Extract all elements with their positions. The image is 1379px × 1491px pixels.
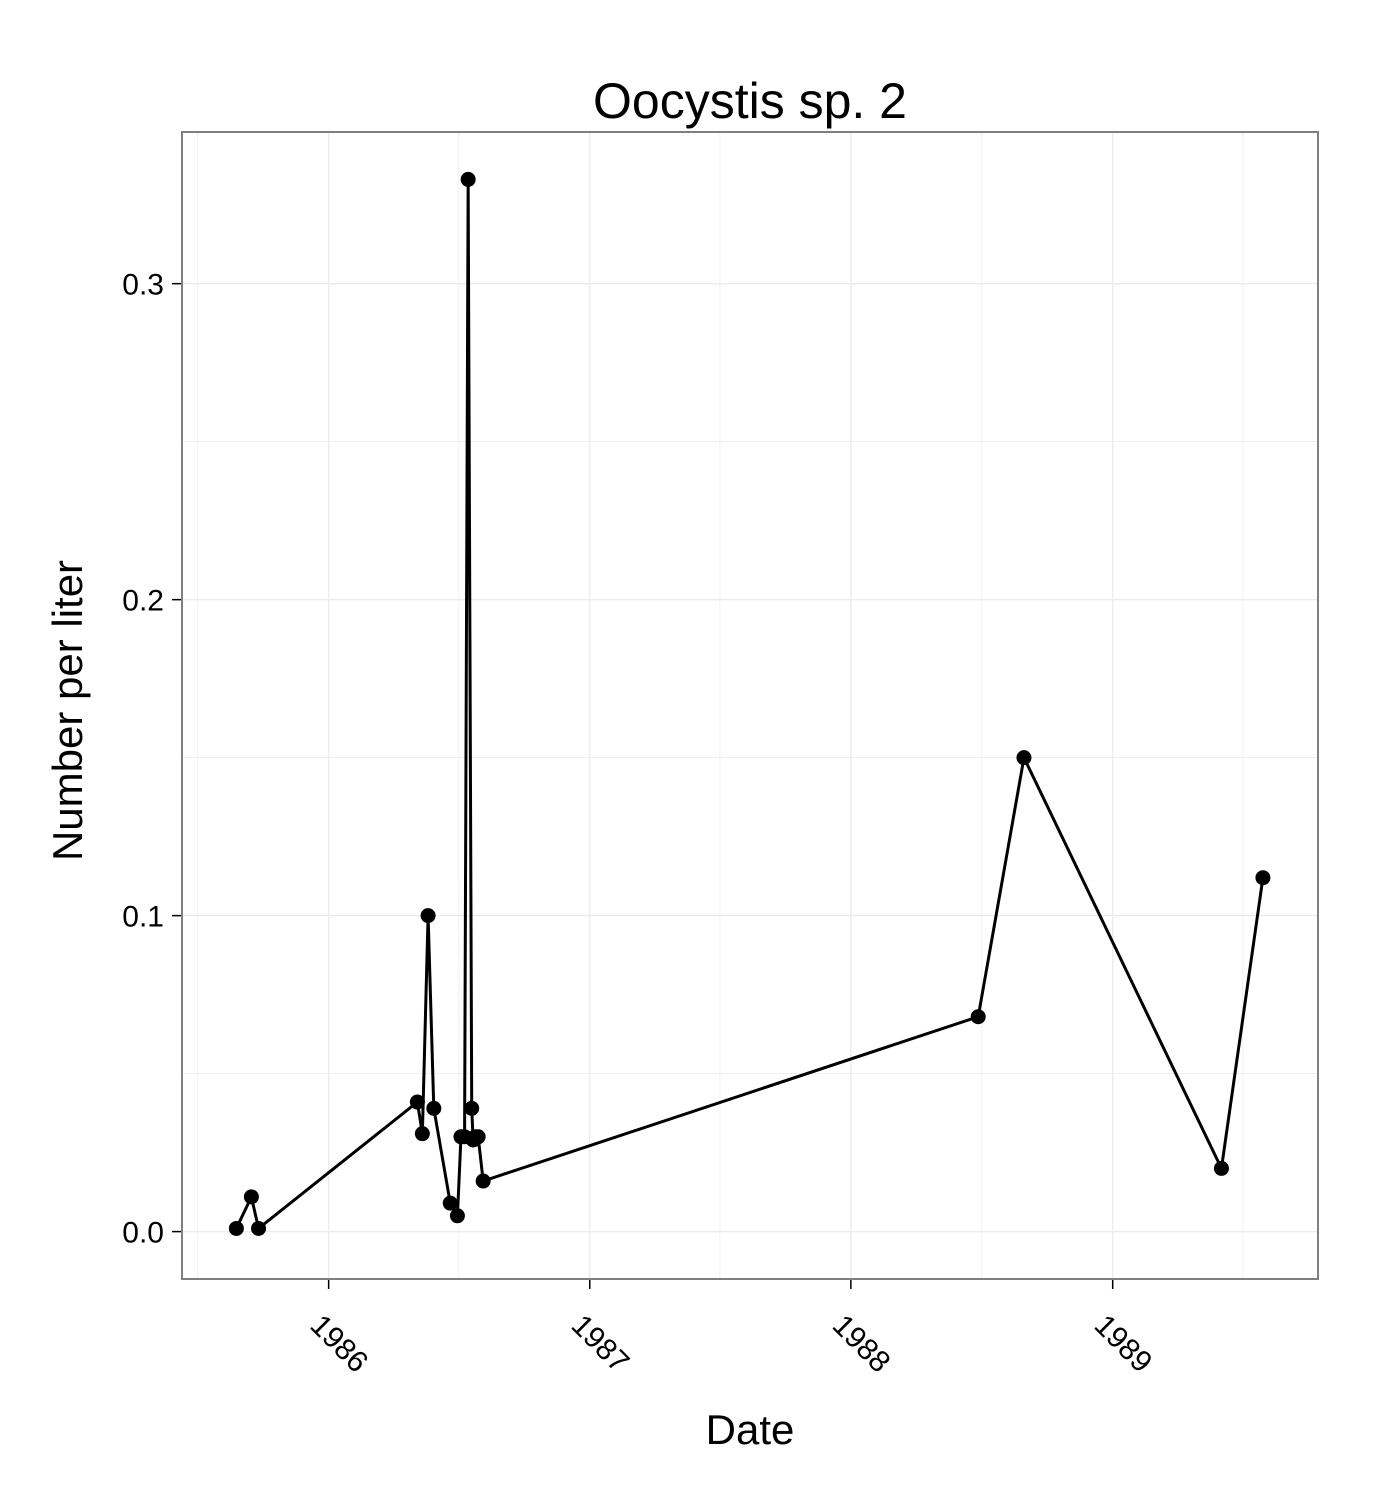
series-layer [228, 171, 1271, 1236]
data-point [409, 1094, 425, 1110]
data-point [475, 1173, 491, 1189]
data-point [251, 1220, 267, 1236]
data-point [420, 908, 436, 924]
data-point [460, 171, 476, 187]
data-point [414, 1126, 430, 1142]
y-tick-label: 0.2 [122, 585, 164, 618]
y-axis: 0.0 0.1 0.2 0.3 [122, 269, 182, 1250]
data-point [1213, 1160, 1229, 1176]
data-point [470, 1129, 486, 1145]
x-axis: 1986 1987 1988 1989 [304, 1279, 1159, 1380]
y-tick-label: 0.1 [122, 901, 164, 934]
x-tick-label: 1987 [565, 1309, 636, 1380]
data-point [243, 1189, 259, 1205]
y-tick-label: 0.3 [122, 269, 164, 302]
chart-title: Oocystis sp. 2 [593, 73, 907, 129]
data-point [464, 1100, 480, 1116]
data-point [449, 1208, 465, 1224]
y-tick-label: 0.0 [122, 1217, 164, 1250]
plot-panel-border [181, 131, 1319, 1280]
data-point [228, 1220, 244, 1236]
x-axis-title: Date [706, 1406, 795, 1453]
data-point [442, 1195, 458, 1211]
data-point [1016, 750, 1032, 766]
series-line [235, 177, 1265, 1230]
y-axis-title: Number per liter [44, 560, 91, 861]
minor-gridlines [182, 132, 1318, 1279]
data-point [426, 1100, 442, 1116]
x-tick-label: 1988 [826, 1309, 897, 1380]
x-tick-label: 1989 [1088, 1309, 1159, 1380]
data-point [1255, 870, 1271, 886]
data-point [970, 1009, 986, 1025]
major-gridlines [182, 132, 1318, 1279]
x-tick-label: 1986 [304, 1309, 375, 1380]
